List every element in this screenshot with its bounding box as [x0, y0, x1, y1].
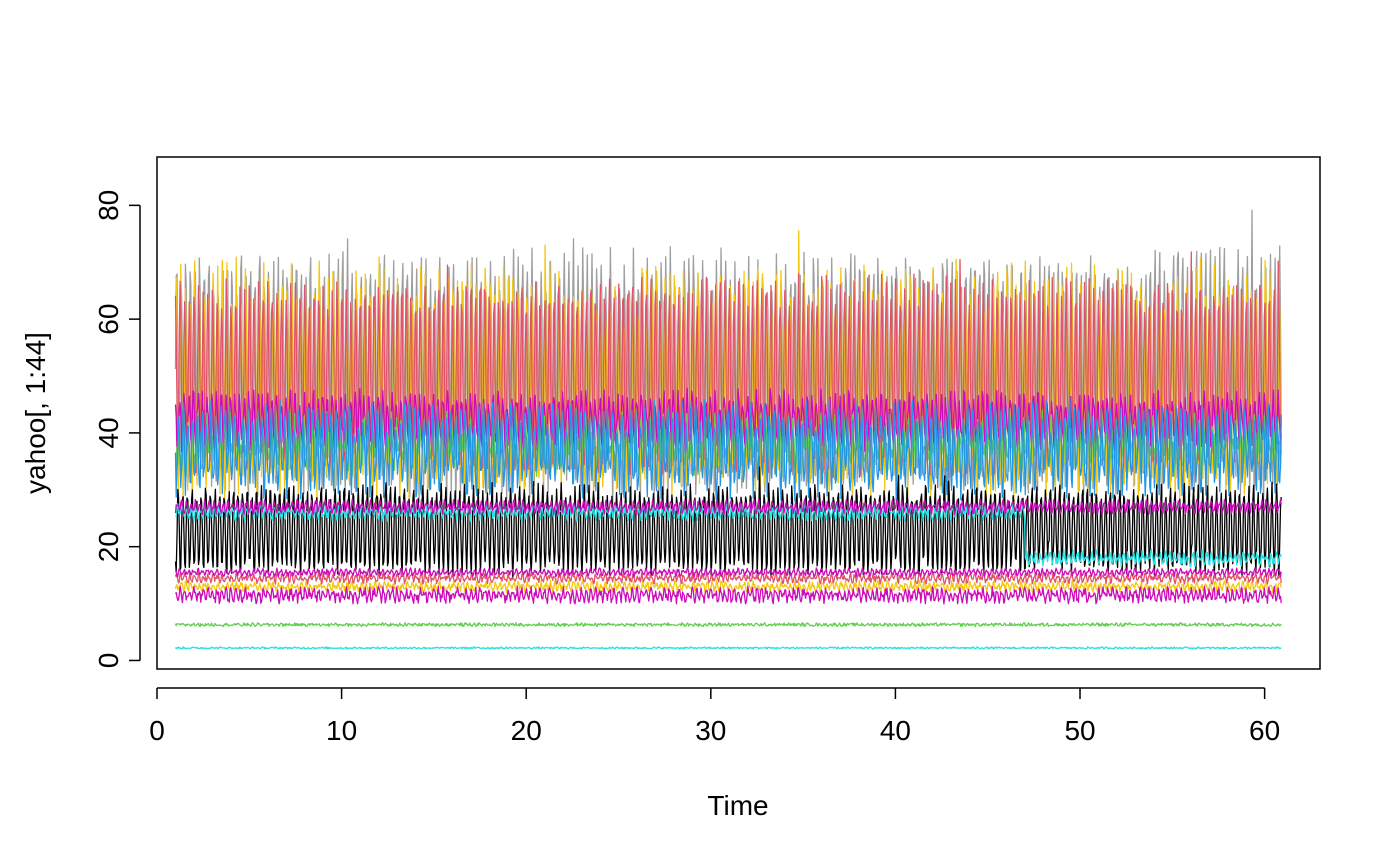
x-axis: 0 10 20 30 40 50 60 [149, 687, 1280, 746]
y-tick-label: 20 [93, 531, 124, 562]
x-tick-label: 50 [1064, 715, 1095, 746]
series-line [174, 567, 1282, 578]
x-tick-label: 30 [695, 715, 726, 746]
series-line [174, 397, 1282, 502]
y-tick-label: 40 [93, 417, 124, 448]
y-axis-label: yahoo[, 1:44] [20, 332, 51, 494]
x-tick-label: 10 [326, 715, 357, 746]
series-line [174, 585, 1282, 605]
series-line [174, 646, 1282, 650]
x-axis-label: Time [707, 790, 768, 821]
x-tick-label: 40 [880, 715, 911, 746]
series-line [174, 498, 1282, 516]
series-line [174, 571, 1282, 585]
x-tick-label: 60 [1249, 715, 1280, 746]
plot-frame [156, 156, 1321, 670]
series-layer [174, 209, 1282, 650]
y-axis: 0 20 40 60 80 [93, 190, 141, 669]
series-line [174, 466, 1282, 578]
y-tick-label: 80 [93, 190, 124, 221]
y-tick-label: 60 [93, 304, 124, 335]
y-tick-label: 0 [93, 653, 124, 669]
series-line [174, 622, 1282, 628]
x-tick-label: 0 [149, 715, 165, 746]
x-tick-label: 20 [511, 715, 542, 746]
